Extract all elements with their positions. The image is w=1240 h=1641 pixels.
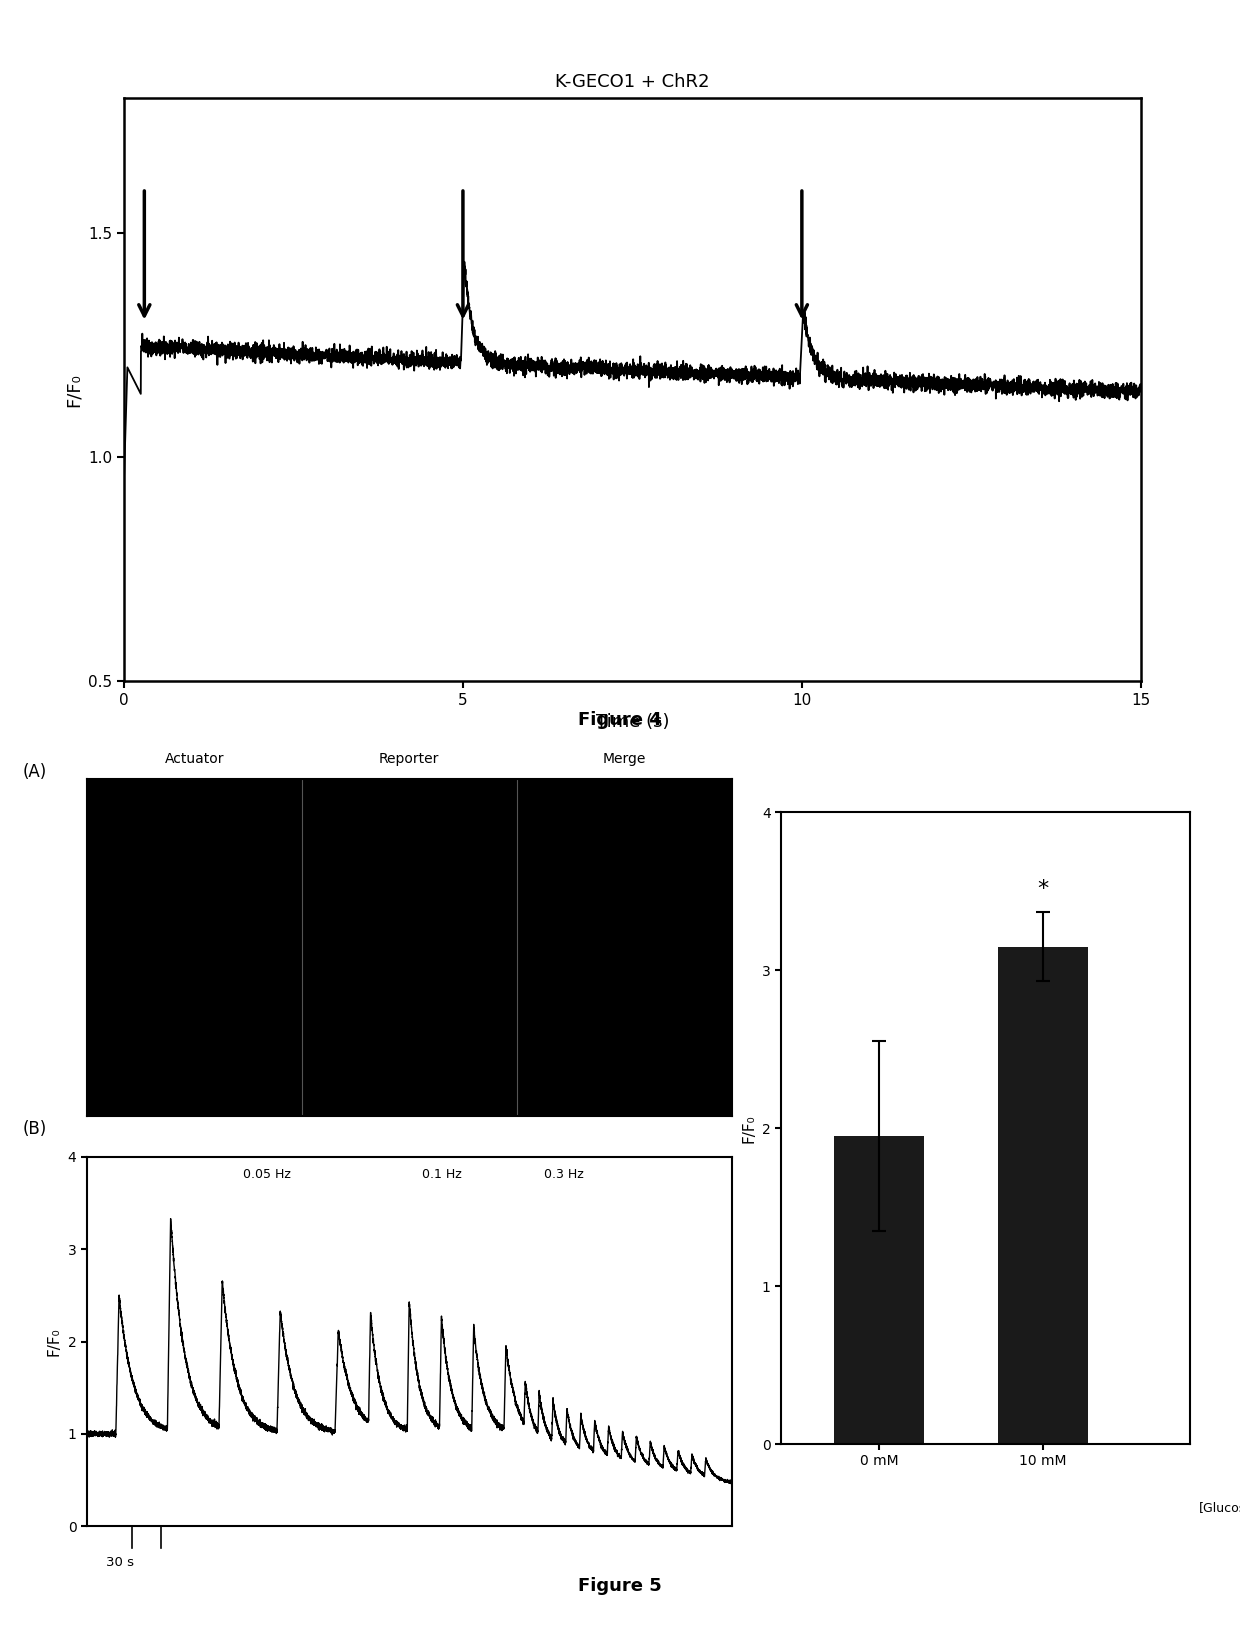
Text: 0.3 Hz: 0.3 Hz: [544, 1168, 584, 1182]
Text: (C): (C): [658, 793, 683, 811]
Y-axis label: F/F₀: F/F₀: [64, 373, 83, 407]
Text: 0.05 Hz: 0.05 Hz: [243, 1168, 291, 1182]
Bar: [998, 947, 1089, 1444]
Y-axis label: F/F₀: F/F₀: [47, 1328, 62, 1355]
X-axis label: Time (s): Time (s): [595, 714, 670, 732]
Text: Merge: Merge: [603, 752, 646, 766]
Title: K-GECO1 + ChR2: K-GECO1 + ChR2: [556, 74, 709, 92]
Bar: [835, 1136, 925, 1444]
Text: Reporter: Reporter: [379, 752, 439, 766]
Y-axis label: F/F₀: F/F₀: [742, 1114, 756, 1142]
Text: Figure 4: Figure 4: [578, 711, 662, 729]
Text: (A): (A): [22, 763, 47, 781]
Text: *: *: [1038, 880, 1049, 899]
Text: 30 s: 30 s: [107, 1556, 134, 1569]
Text: [Glucose]: [Glucose]: [1199, 1502, 1240, 1515]
Text: 0.1 Hz: 0.1 Hz: [422, 1168, 461, 1182]
Text: Actuator: Actuator: [165, 752, 224, 766]
Text: Figure 5: Figure 5: [578, 1577, 662, 1595]
Text: (B): (B): [22, 1119, 47, 1137]
